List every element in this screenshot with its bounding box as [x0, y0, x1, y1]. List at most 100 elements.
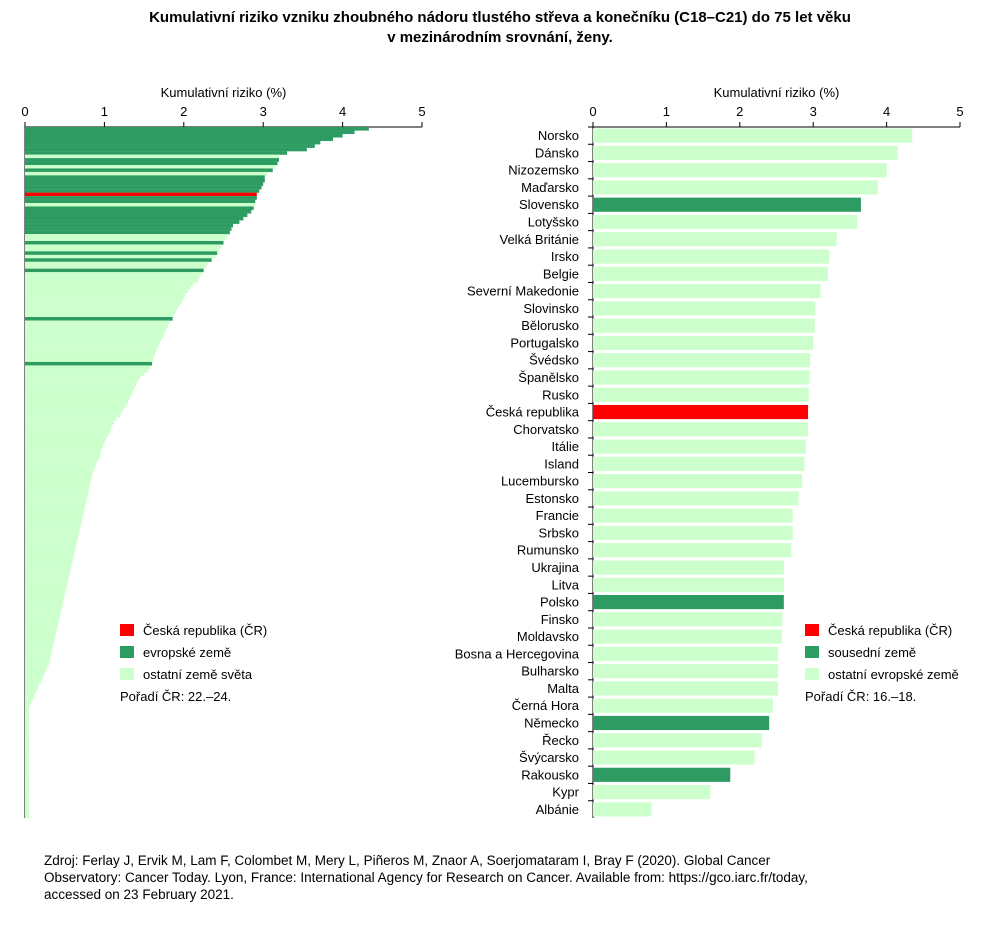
- world-bar: [25, 220, 240, 224]
- world-bar: [25, 786, 29, 791]
- europe-category-label: Slovinsko: [523, 301, 579, 316]
- europe-bar: [593, 266, 828, 281]
- world-bar: [25, 665, 48, 670]
- world-bar: [25, 686, 38, 691]
- world-bar: [25, 306, 178, 311]
- europe-bar: [593, 370, 810, 385]
- world-bar: [25, 503, 86, 508]
- world-bar: [25, 313, 175, 318]
- europe-legend-label: Česká republika (ČR): [828, 623, 952, 638]
- world-bar: [25, 158, 280, 162]
- world-bar: [25, 420, 114, 425]
- world-bar: [25, 355, 154, 359]
- world-bar: [25, 196, 257, 200]
- world-bar: [25, 472, 93, 477]
- world-bar: [25, 424, 113, 428]
- world-bar: [25, 399, 129, 404]
- world-xaxis-tick-label: 1: [101, 104, 108, 119]
- europe-category-label: Řecko: [542, 733, 579, 748]
- world-bar: [25, 589, 66, 594]
- charts-canvas: Kumulativní riziko (%) 0 1 2 3 4 5 Česká republ…: [21, 85, 964, 819]
- europe-category-label: Litva: [552, 577, 580, 592]
- world-legend-swatch: [120, 646, 134, 658]
- world-bar: [25, 534, 79, 539]
- world-bar: [25, 762, 29, 767]
- world-bar: [25, 317, 173, 321]
- world-bar: [25, 755, 29, 760]
- world-xaxis-tick-label: 3: [260, 104, 267, 119]
- world-bar: [25, 171, 268, 176]
- europe-xaxis-tick-label: 5: [956, 104, 963, 119]
- world-bar: [25, 323, 168, 328]
- world-bar: [25, 251, 218, 255]
- europe-category-label: Itálie: [552, 439, 579, 454]
- world-bar: [25, 655, 51, 660]
- europe-category-label: Rusko: [542, 387, 579, 402]
- europe-category-label: Albánie: [536, 802, 579, 817]
- europe-bar: [593, 284, 821, 299]
- europe-bar: [593, 404, 809, 420]
- world-bar: [25, 500, 87, 504]
- europe-legend-swatch: [805, 646, 819, 658]
- world-bar: [25, 507, 85, 511]
- world-bar: [25, 330, 165, 335]
- world-bar: [25, 721, 29, 725]
- world-bar: [25, 462, 97, 466]
- world-bar: [25, 538, 78, 542]
- world-bar: [25, 192, 257, 197]
- world-bar: [25, 292, 186, 297]
- europe-bar: [593, 353, 811, 368]
- europe-xaxis-tick-label: 2: [736, 104, 743, 119]
- europe-bar: [593, 318, 815, 333]
- world-bar: [25, 127, 369, 131]
- world-bar: [25, 379, 138, 383]
- world-bar: [25, 396, 130, 401]
- world-bar: [25, 769, 29, 774]
- world-bar: [25, 693, 35, 698]
- world-bar: [25, 714, 29, 718]
- world-bar: [25, 676, 43, 680]
- world-bar: [25, 617, 60, 622]
- europe-bar: [593, 612, 783, 627]
- world-bar: [25, 728, 29, 732]
- europe-category-label: Moldavsko: [517, 629, 579, 644]
- world-bar: [25, 303, 180, 307]
- world-xaxis-tick-label: 0: [21, 104, 28, 119]
- world-bar: [25, 427, 111, 432]
- world-bar: [25, 776, 29, 781]
- europe-category-label: Francie: [536, 508, 579, 523]
- europe-bar: [593, 733, 762, 748]
- world-bar: [25, 361, 153, 366]
- world-legend-label: ostatní země světa: [143, 667, 253, 682]
- world-legend-label: evropské země: [143, 645, 231, 660]
- world-bar: [25, 268, 204, 273]
- world-legend-swatch: [120, 624, 134, 636]
- world-bar: [25, 600, 64, 604]
- europe-category-label: Maďarsko: [521, 180, 579, 195]
- world-bar: [25, 565, 72, 570]
- world-bar: [25, 175, 265, 179]
- world-bar: [25, 272, 202, 276]
- world-bar: [25, 731, 29, 736]
- world-bar: [25, 275, 200, 280]
- world-bar: [25, 413, 121, 418]
- europe-category-label: Polsko: [540, 595, 579, 610]
- world-bar: [25, 579, 68, 584]
- world-bar: [25, 203, 256, 207]
- europe-category-label: Nizozemsko: [508, 163, 579, 178]
- world-bar: [25, 213, 248, 217]
- world-bar: [25, 479, 91, 484]
- world-bar: [25, 417, 117, 421]
- world-bar: [25, 299, 183, 304]
- world-bar: [25, 496, 87, 501]
- europe-bar: [593, 491, 799, 506]
- world-bar: [25, 230, 230, 235]
- europe-xaxis-tick-label: 0: [589, 104, 596, 119]
- world-bar: [25, 241, 224, 245]
- world-bar: [25, 368, 149, 373]
- world-bar: [25, 773, 29, 777]
- europe-category-label: Černá Hora: [512, 698, 580, 713]
- world-bar: [25, 403, 127, 408]
- europe-bar: [593, 456, 805, 471]
- world-bar: [25, 593, 65, 598]
